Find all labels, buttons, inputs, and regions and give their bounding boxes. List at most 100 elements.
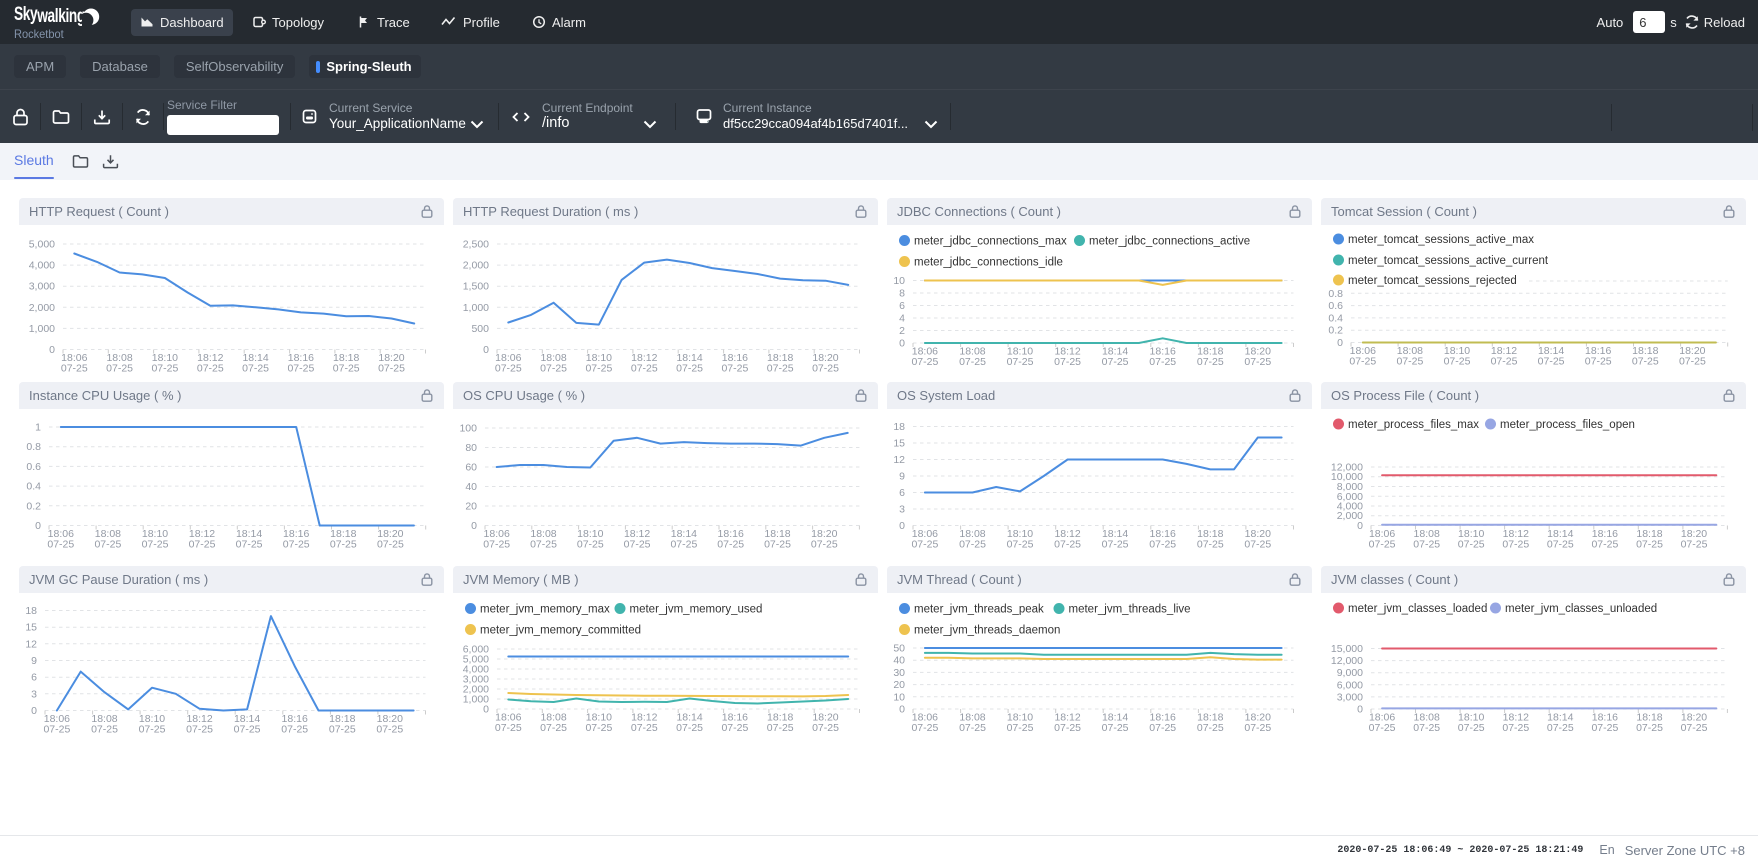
svg-text:18:14: 18:14 bbox=[1547, 712, 1573, 724]
svg-text:07-25: 07-25 bbox=[1491, 356, 1518, 368]
svg-text:18:10: 18:10 bbox=[1007, 712, 1033, 724]
svg-text:18:10: 18:10 bbox=[142, 528, 168, 540]
svg-text:18:06: 18:06 bbox=[495, 712, 521, 724]
svg-text:07-25: 07-25 bbox=[1547, 539, 1574, 551]
svg-text:4: 4 bbox=[899, 313, 905, 325]
svg-text:07-25: 07-25 bbox=[1244, 356, 1271, 368]
svg-text:0.2: 0.2 bbox=[26, 500, 41, 512]
svg-text:18:20: 18:20 bbox=[1245, 346, 1271, 358]
svg-text:07-25: 07-25 bbox=[377, 539, 404, 551]
svg-text:07-25: 07-25 bbox=[670, 539, 697, 551]
svg-text:18:08: 18:08 bbox=[1414, 712, 1440, 724]
svg-text:8,000: 8,000 bbox=[1337, 481, 1363, 493]
svg-text:18:10: 18:10 bbox=[1458, 528, 1484, 540]
svg-text:07-25: 07-25 bbox=[1413, 722, 1440, 734]
svg-text:18:18: 18:18 bbox=[329, 713, 355, 725]
svg-text:07-25: 07-25 bbox=[631, 363, 658, 374]
svg-text:500: 500 bbox=[471, 323, 489, 335]
svg-text:0.6: 0.6 bbox=[26, 461, 41, 473]
svg-text:18:10: 18:10 bbox=[586, 352, 612, 364]
svg-text:18:14: 18:14 bbox=[234, 713, 260, 725]
svg-text:0: 0 bbox=[899, 704, 905, 716]
svg-text:18:12: 18:12 bbox=[1503, 712, 1529, 724]
svg-text:07-25: 07-25 bbox=[959, 722, 986, 734]
svg-text:07-25: 07-25 bbox=[1102, 356, 1129, 368]
svg-text:07-25: 07-25 bbox=[43, 724, 70, 736]
svg-text:18:10: 18:10 bbox=[1444, 345, 1470, 357]
svg-text:07-25: 07-25 bbox=[1636, 722, 1663, 734]
svg-text:3: 3 bbox=[899, 504, 905, 516]
svg-text:18:06: 18:06 bbox=[44, 713, 70, 725]
svg-text:18:06: 18:06 bbox=[495, 352, 521, 364]
svg-text:1,000: 1,000 bbox=[29, 323, 55, 335]
svg-text:6: 6 bbox=[31, 672, 37, 684]
svg-text:07-25: 07-25 bbox=[186, 724, 213, 736]
svg-text:18:12: 18:12 bbox=[189, 528, 215, 540]
svg-text:18:06: 18:06 bbox=[1369, 712, 1395, 724]
svg-text:07-25: 07-25 bbox=[234, 724, 261, 736]
svg-text:07-25: 07-25 bbox=[142, 539, 169, 551]
svg-text:18: 18 bbox=[25, 605, 37, 617]
svg-text:07-25: 07-25 bbox=[676, 722, 703, 734]
svg-text:07-25: 07-25 bbox=[1244, 539, 1271, 551]
svg-text:0: 0 bbox=[483, 704, 489, 716]
svg-text:07-25: 07-25 bbox=[1369, 539, 1396, 551]
svg-text:07-25: 07-25 bbox=[47, 539, 74, 551]
svg-text:07-25: 07-25 bbox=[1632, 356, 1659, 368]
svg-text:3,000: 3,000 bbox=[1337, 691, 1363, 703]
svg-text:5,000: 5,000 bbox=[463, 654, 489, 666]
svg-text:07-25: 07-25 bbox=[717, 539, 744, 551]
svg-text:07-25: 07-25 bbox=[1681, 539, 1708, 551]
svg-text:18:06: 18:06 bbox=[912, 528, 938, 540]
svg-text:18:08: 18:08 bbox=[540, 352, 566, 364]
svg-text:0.4: 0.4 bbox=[1328, 312, 1343, 324]
svg-text:07-25: 07-25 bbox=[333, 363, 360, 374]
svg-text:18:14: 18:14 bbox=[1538, 345, 1564, 357]
svg-text:18:16: 18:16 bbox=[1585, 345, 1611, 357]
svg-text:07-25: 07-25 bbox=[378, 363, 405, 374]
svg-text:0: 0 bbox=[1357, 704, 1363, 716]
svg-text:07-25: 07-25 bbox=[1502, 539, 1529, 551]
svg-text:18:08: 18:08 bbox=[959, 346, 985, 358]
svg-text:18:10: 18:10 bbox=[1458, 712, 1484, 724]
svg-text:07-25: 07-25 bbox=[1538, 356, 1565, 368]
svg-text:2,500: 2,500 bbox=[463, 239, 489, 251]
svg-text:2,000: 2,000 bbox=[463, 684, 489, 696]
svg-text:07-25: 07-25 bbox=[330, 539, 357, 551]
svg-text:07-25: 07-25 bbox=[1349, 356, 1376, 368]
svg-text:meter_jvm_classes_unloaded: meter_jvm_classes_unloaded bbox=[1505, 603, 1657, 615]
svg-text:18:20: 18:20 bbox=[811, 528, 837, 540]
svg-text:07-25: 07-25 bbox=[1636, 539, 1663, 551]
svg-text:18:16: 18:16 bbox=[1150, 346, 1176, 358]
svg-text:07-25: 07-25 bbox=[959, 539, 986, 551]
svg-text:07-25: 07-25 bbox=[281, 724, 308, 736]
svg-text:07-25: 07-25 bbox=[1458, 722, 1485, 734]
svg-text:meter_tomcat_sessions_rejected: meter_tomcat_sessions_rejected bbox=[1348, 275, 1517, 287]
svg-text:07-25: 07-25 bbox=[721, 722, 748, 734]
svg-text:07-25: 07-25 bbox=[577, 539, 604, 551]
svg-text:18:14: 18:14 bbox=[242, 352, 268, 364]
svg-text:6: 6 bbox=[899, 487, 905, 499]
svg-text:8: 8 bbox=[899, 288, 905, 300]
svg-text:07-25: 07-25 bbox=[1054, 722, 1081, 734]
svg-text:07-25: 07-25 bbox=[812, 363, 839, 374]
svg-text:07-25: 07-25 bbox=[1585, 356, 1612, 368]
svg-text:0: 0 bbox=[35, 520, 41, 532]
svg-text:meter_tomcat_sessions_active_c: meter_tomcat_sessions_active_current bbox=[1348, 255, 1549, 267]
svg-text:meter_jvm_threads_peak: meter_jvm_threads_peak bbox=[914, 604, 1044, 616]
svg-text:18:14: 18:14 bbox=[1102, 346, 1128, 358]
svg-text:07-25: 07-25 bbox=[197, 363, 224, 374]
svg-text:9: 9 bbox=[31, 655, 37, 667]
svg-text:6,000: 6,000 bbox=[1337, 491, 1363, 503]
svg-text:0.4: 0.4 bbox=[26, 481, 41, 493]
svg-text:meter_jvm_threads_live: meter_jvm_threads_live bbox=[1069, 604, 1191, 616]
svg-text:07-25: 07-25 bbox=[540, 363, 567, 374]
svg-text:18:18: 18:18 bbox=[1636, 712, 1662, 724]
svg-text:07-25: 07-25 bbox=[1369, 722, 1396, 734]
svg-text:07-25: 07-25 bbox=[631, 722, 658, 734]
svg-text:18:14: 18:14 bbox=[1102, 712, 1128, 724]
svg-text:07-25: 07-25 bbox=[676, 363, 703, 374]
svg-text:meter_jvm_threads_daemon: meter_jvm_threads_daemon bbox=[914, 625, 1060, 637]
svg-text:07-25: 07-25 bbox=[1102, 722, 1129, 734]
svg-text:07-25: 07-25 bbox=[495, 722, 522, 734]
